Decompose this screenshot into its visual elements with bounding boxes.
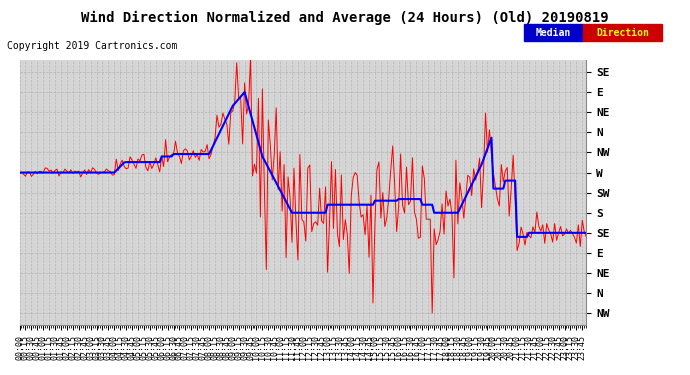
Text: Median: Median [536, 28, 571, 38]
Text: Wind Direction Normalized and Average (24 Hours) (Old) 20190819: Wind Direction Normalized and Average (2… [81, 11, 609, 26]
Text: Copyright 2019 Cartronics.com: Copyright 2019 Cartronics.com [7, 41, 177, 51]
Text: Direction: Direction [596, 28, 649, 38]
